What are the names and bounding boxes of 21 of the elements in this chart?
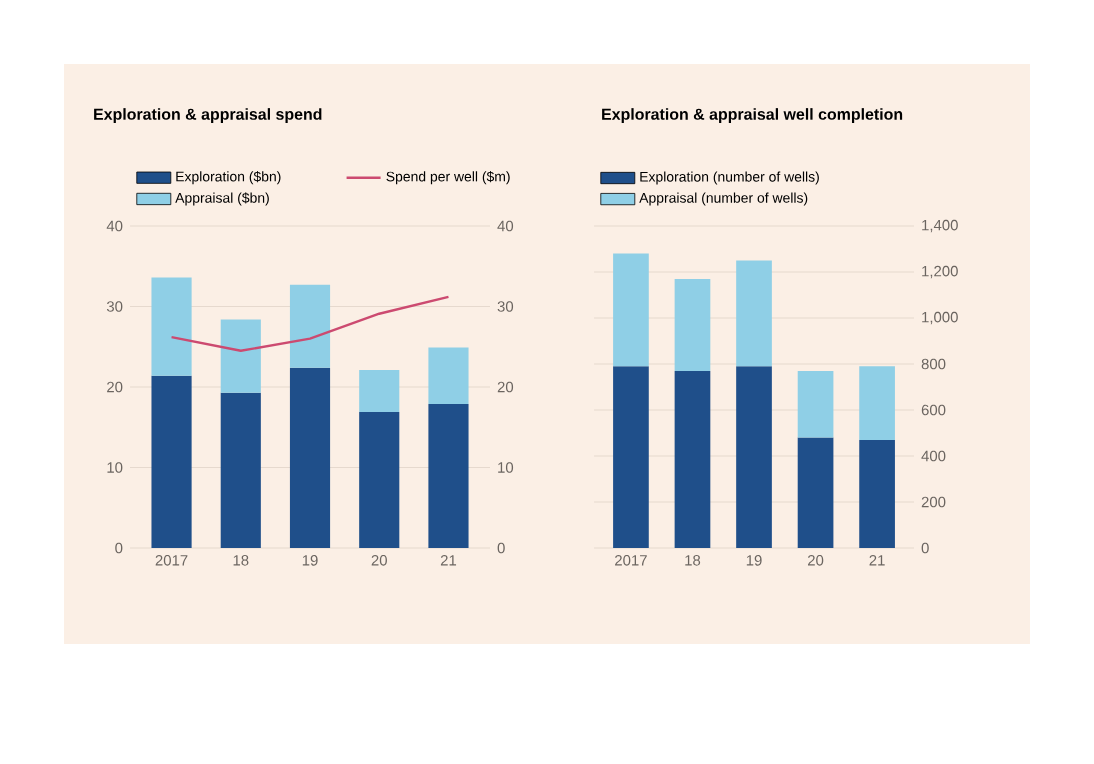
bar: [797, 437, 834, 548]
bar: [797, 370, 834, 438]
bar: [674, 370, 711, 548]
bar: [151, 375, 192, 548]
bar: [289, 284, 331, 368]
bar: [613, 253, 649, 367]
bar: [151, 277, 192, 376]
bar: [859, 366, 895, 440]
bar: [859, 439, 895, 548]
bar: [428, 347, 469, 404]
bar: [674, 278, 711, 371]
bar: [736, 260, 772, 367]
bar: [736, 366, 772, 548]
line-series: [170, 295, 450, 352]
bar: [289, 367, 331, 548]
bar: [613, 366, 649, 548]
bar: [220, 319, 261, 393]
bar: [428, 403, 469, 548]
bar: [359, 411, 400, 548]
bar: [220, 392, 261, 548]
bar: [359, 370, 400, 412]
